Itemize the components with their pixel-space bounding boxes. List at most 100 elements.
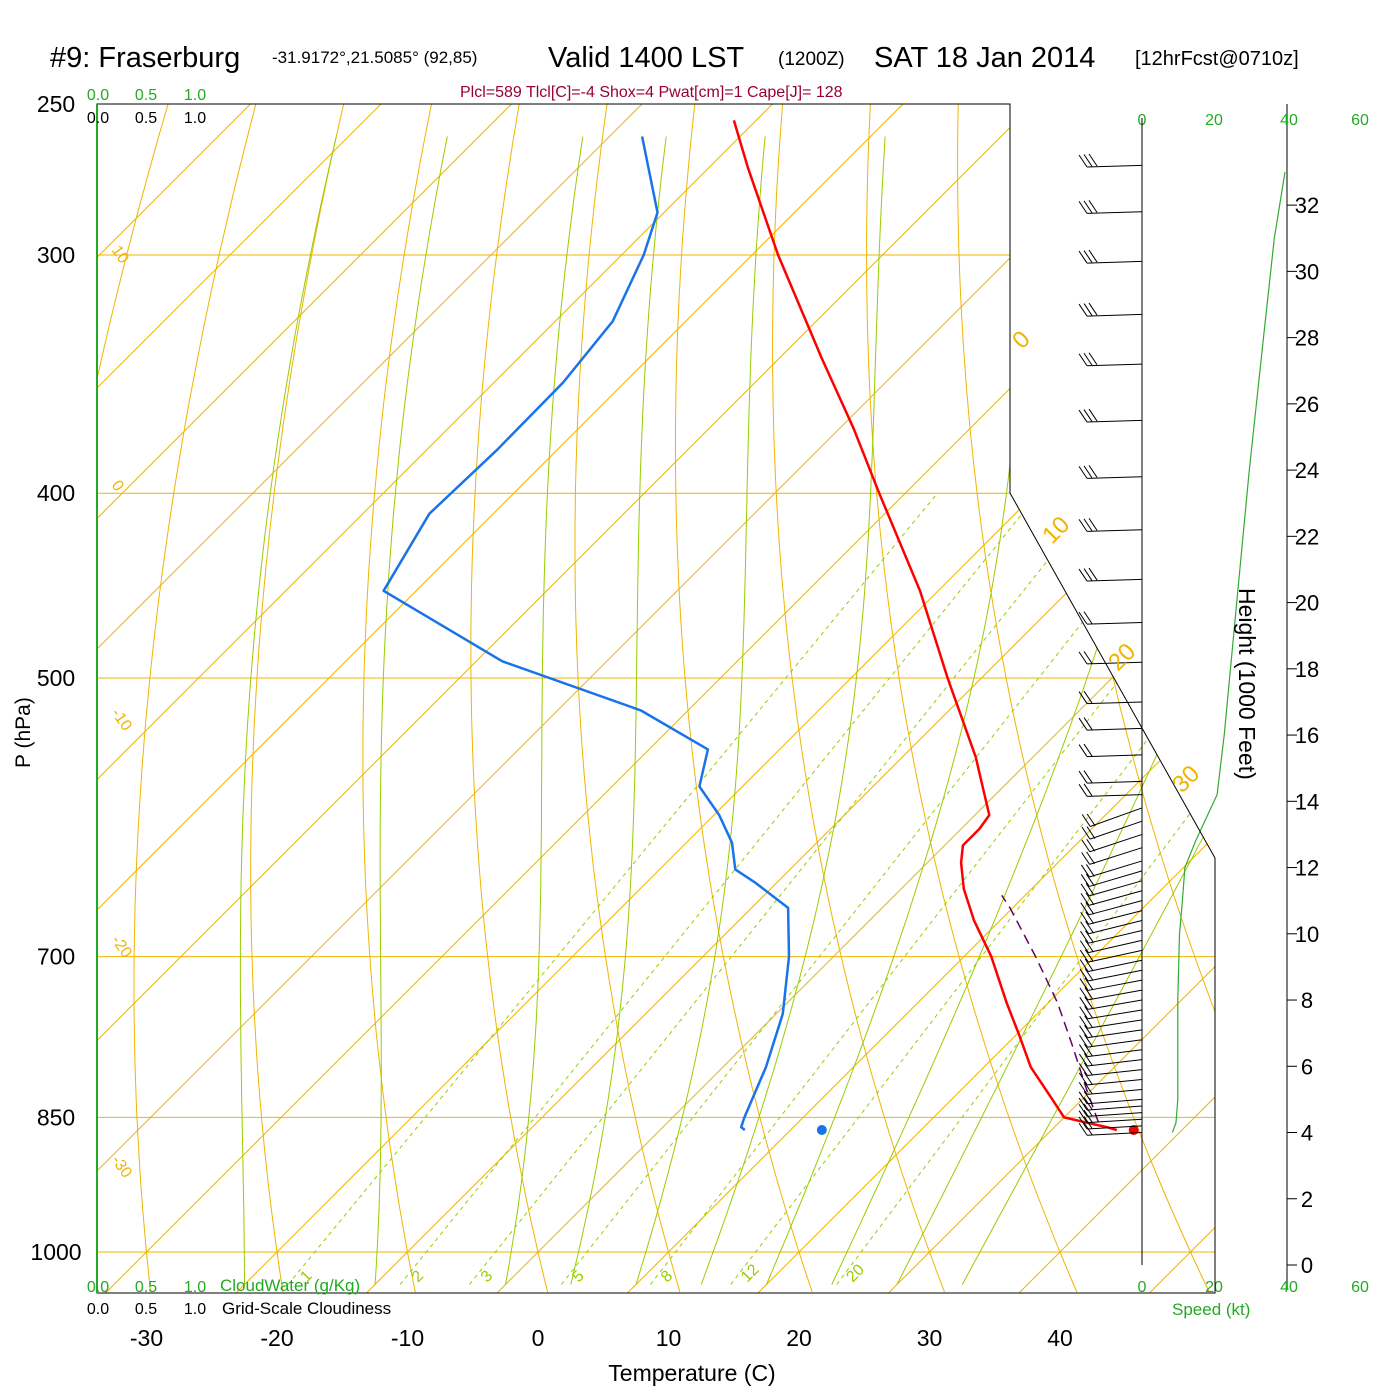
- wind-barb: [1078, 717, 1143, 731]
- moist-adiabat: [505, 136, 584, 1285]
- wind-barb: [1078, 302, 1143, 317]
- isotherm-line: [97, 104, 382, 1293]
- wind-barb: [1080, 860, 1143, 878]
- wind-barb-staff: [1087, 727, 1143, 731]
- pressure-tick-label: 500: [37, 665, 75, 691]
- wind-barb-flag: [1081, 852, 1091, 865]
- wind-barb-flag: [1084, 1024, 1093, 1038]
- moist-adiabat: [635, 136, 766, 1285]
- wind-barb-flag: [1079, 1044, 1088, 1057]
- wind-barb-staff: [1087, 363, 1143, 367]
- wind-barb-flag: [1080, 911, 1090, 925]
- speed-tick-top: 20: [1205, 112, 1223, 129]
- wind-barb-flag: [1078, 770, 1088, 784]
- height-tick-label: 24: [1295, 458, 1319, 483]
- pressure-tick-label: 400: [37, 480, 75, 506]
- temperature-tick-label: -10: [391, 1325, 424, 1351]
- pressure-tick-label: 1000: [30, 1239, 81, 1265]
- wind-barb-flag: [1078, 1097, 1088, 1111]
- wind-barb-staff: [1087, 621, 1143, 625]
- wind-barb-flag: [1078, 353, 1088, 367]
- wind-barb-staff: [1087, 969, 1143, 982]
- wind-barb-flag: [1081, 839, 1091, 853]
- wind-barb-flag: [1084, 949, 1094, 962]
- wind-barb: [1078, 611, 1143, 625]
- wind-barb-flag: [1086, 826, 1096, 839]
- wind-barb-flag: [1078, 1116, 1088, 1130]
- isotherm-line: [97, 104, 773, 1293]
- isotherm-label: 0: [1007, 326, 1036, 355]
- wind-barb-staff: [1087, 260, 1143, 264]
- wind-barb-flag: [1080, 874, 1090, 887]
- wind-barb-flag: [1083, 1091, 1093, 1104]
- wind-barb-staff: [1087, 164, 1143, 168]
- wind-barb-flag: [1079, 1034, 1088, 1048]
- wind-barb-flag: [1083, 200, 1093, 214]
- dry-adiabat: [957, 104, 1210, 1293]
- wind-barb-staff: [1088, 929, 1143, 944]
- cloudiness-tick-top: 0.0: [87, 110, 109, 127]
- mixing-ratio-line: [287, 492, 938, 1285]
- wind-barb-staff: [1088, 959, 1143, 973]
- surface-dewpoint-dot: [816, 1124, 827, 1135]
- isotherm-line: [97, 104, 1165, 1293]
- wind-barb-flag: [1083, 568, 1093, 581]
- isotherm-label: 10: [108, 243, 132, 267]
- wind-barb-staff: [1087, 1088, 1143, 1095]
- height-tick-label: 12: [1295, 856, 1319, 881]
- wind-barb-flag: [1079, 940, 1089, 953]
- wind-barb-flag: [1078, 1110, 1088, 1123]
- wind-barb-flag: [1083, 465, 1093, 479]
- valid-time: Valid 1400 LST: [548, 42, 744, 74]
- wind-barb-flag: [1088, 408, 1098, 422]
- wind-barb-flag: [1086, 838, 1096, 852]
- wind-barb-staff: [1089, 847, 1143, 865]
- wind-barb-flag: [1083, 743, 1093, 757]
- wind-barb-flag: [1078, 519, 1088, 532]
- isotherm-line: [627, 104, 1215, 1293]
- wind-barb: [1080, 920, 1143, 935]
- wind-barb-staff: [1087, 989, 1143, 1001]
- wind-barb: [1078, 1053, 1143, 1067]
- wind-barb-flag: [1083, 717, 1093, 730]
- wind-barb-flag: [1086, 813, 1096, 827]
- wind-barb-staff: [1087, 1059, 1143, 1067]
- wind-barb-flag: [1084, 1006, 1094, 1019]
- wind-barb-staff: [1088, 900, 1143, 916]
- forecast-label: [12hrFcst@0710z]: [1135, 48, 1299, 70]
- wind-barb-flag: [1083, 611, 1093, 624]
- wind-barb: [1079, 1015, 1143, 1029]
- isotherm-line: [1149, 104, 1215, 1293]
- mixing-ratio-label: 3: [478, 1267, 496, 1285]
- wind-barb-flag: [1079, 978, 1089, 991]
- mixing-ratio-label: 12: [738, 1261, 763, 1286]
- wind-barb-staff: [1089, 833, 1143, 853]
- wind-barb-flag: [1088, 302, 1098, 316]
- cloudwater-tick-top: 0.5: [135, 87, 157, 104]
- height-tick-label: 26: [1295, 392, 1319, 417]
- wind-barb-flag: [1078, 466, 1088, 479]
- wind-barb: [1079, 958, 1143, 973]
- moist-adiabat: [570, 136, 667, 1285]
- wind-barb-flag: [1078, 250, 1088, 264]
- wind-barb: [1078, 200, 1143, 214]
- wind-barb-flag: [1079, 1006, 1089, 1020]
- dry-adiabat: [1309, 104, 1400, 1292]
- speed-tick-top: 40: [1280, 112, 1298, 129]
- wind-barb-flag: [1088, 200, 1098, 213]
- dry-adiabat: [1133, 104, 1215, 1293]
- wind-barb-staff: [1089, 820, 1143, 840]
- wind-barb-flag: [1083, 154, 1093, 167]
- wind-barb: [1079, 1006, 1143, 1020]
- dry-adiabat: [362, 104, 432, 1293]
- wind-barb: [1079, 996, 1143, 1010]
- wind-barb-flag: [1079, 949, 1089, 963]
- isotherm-label: 30: [1167, 760, 1205, 798]
- speed-tick-bottom: 60: [1351, 1279, 1369, 1296]
- wind-barb-flag: [1084, 987, 1094, 1000]
- cloudiness-tick-bottom: 1.0: [184, 1301, 206, 1318]
- mixing-ratio-line: [399, 492, 1040, 1285]
- wind-barb-staff: [1087, 1105, 1143, 1111]
- wind-barb-flag: [1083, 1053, 1093, 1066]
- temperature-tick-label: 20: [786, 1325, 812, 1351]
